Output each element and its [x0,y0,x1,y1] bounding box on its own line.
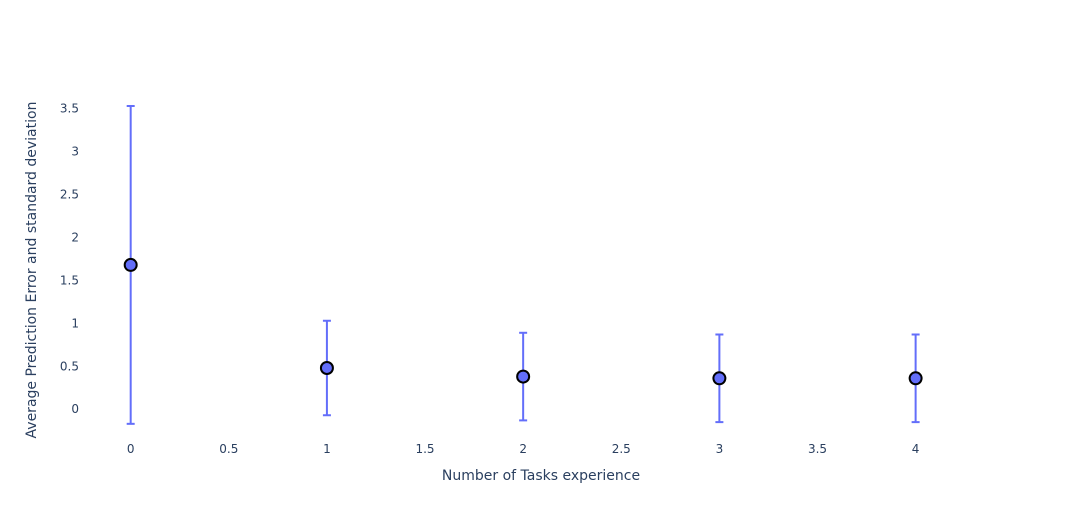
x-tick-label: 4 [912,442,920,456]
y-tick-label: 0 [71,402,79,416]
data-point [908,371,923,386]
x-tick-label: 3.5 [808,442,827,456]
x-tick-label: 1 [323,442,331,456]
y-tick-label: 2 [71,230,79,244]
data-point [123,257,138,272]
data-points [123,257,923,386]
data-point [516,369,531,384]
data-point [712,371,727,386]
y-tick-label: 3.5 [60,102,79,116]
y-tick-label: 3 [71,145,79,159]
y-tick-label: 2.5 [60,187,79,201]
y-tick-label: 1 [71,316,79,330]
x-tick-label: 0.5 [219,442,238,456]
y-axis-title: Average Prediction Error and standard de… [24,102,40,439]
x-tick-label: 2 [519,442,527,456]
x-tick-label: 2.5 [612,442,631,456]
y-tick-label: 1.5 [60,273,79,287]
y-tick-label: 0.5 [60,359,79,373]
x-tick-label: 0 [127,442,135,456]
data-point [319,361,334,375]
x-tick-label: 1.5 [415,442,434,456]
x-axis-title: Number of Tasks experience [442,468,640,484]
y-axis-ticks: 0 0.5 1 1.5 2 2.5 3 3.5 [60,102,79,417]
x-tick-label: 3 [716,442,724,456]
x-axis-ticks: 0 0.5 1 1.5 2 2.5 3 3.5 4 [127,442,920,456]
